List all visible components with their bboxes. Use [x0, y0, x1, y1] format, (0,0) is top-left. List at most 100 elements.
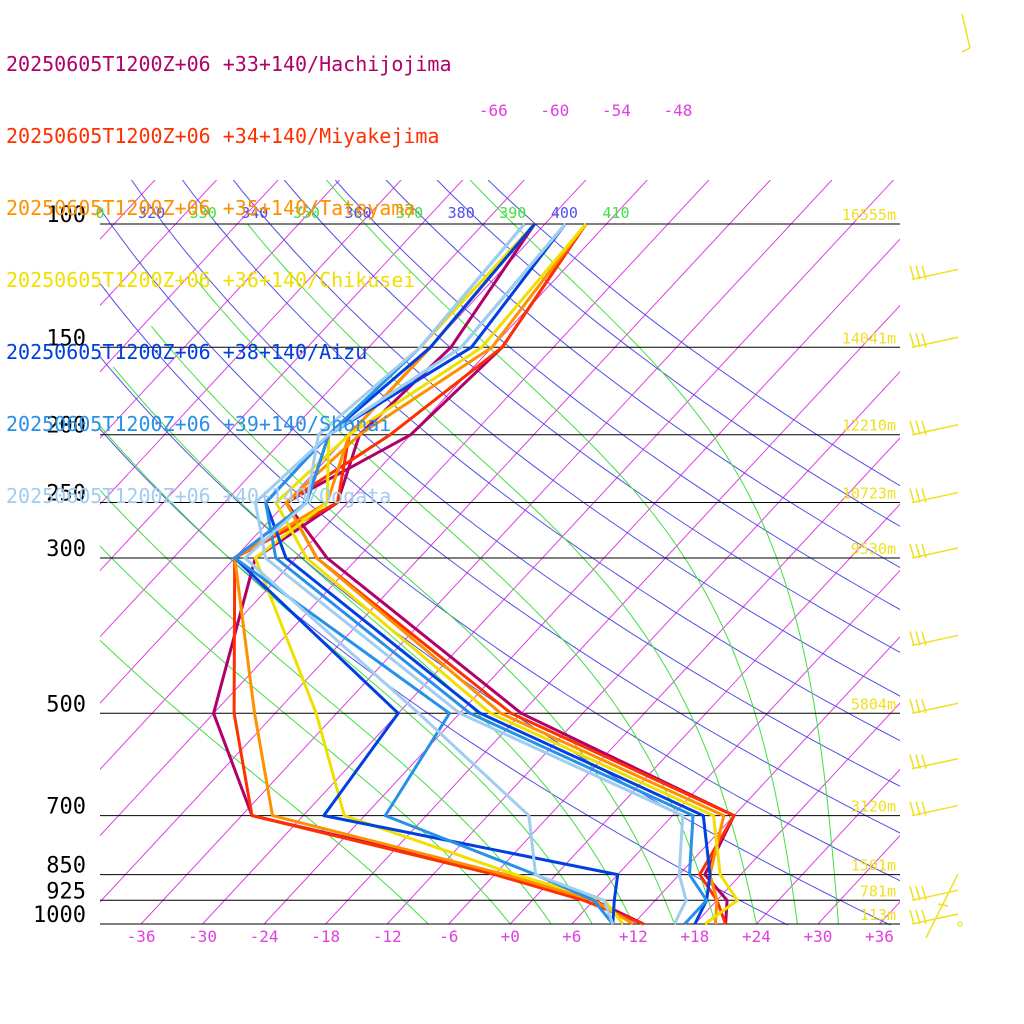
pressure-label: 850	[46, 854, 86, 879]
pressure-label: 1000	[33, 903, 86, 928]
isotherm-line	[100, 180, 402, 506]
isotherm-line	[100, 180, 218, 307]
dry-adiabat-line	[232, 180, 900, 697]
dry-adiabat-line	[334, 180, 900, 611]
dry-adiabat-line	[385, 180, 900, 569]
height-label: 9530m	[851, 540, 896, 558]
legend-item: 20250605T1200Z+06 +38+140/Aizu	[6, 340, 368, 364]
dewpoint-profile	[243, 223, 615, 925]
temperature-tick-label: -6	[439, 927, 458, 946]
isotherm-top-label: -48	[663, 101, 692, 120]
isotherm-top-label: -54	[602, 101, 631, 120]
temperature-tick-label: -24	[250, 927, 279, 946]
isotherm-line	[632, 636, 900, 925]
isotherm-line	[756, 768, 900, 925]
theta-label: 360	[344, 204, 371, 222]
temperature-profile	[264, 223, 712, 925]
theta-label: 350	[293, 204, 320, 222]
temperature-profile	[274, 223, 739, 926]
temperature-tick-label: +6	[562, 927, 581, 946]
wind-barb	[909, 265, 959, 281]
wind-barb	[909, 631, 959, 647]
theta-label: 0	[95, 204, 104, 222]
wind-barb	[925, 873, 963, 939]
dewpoint-profile	[233, 223, 614, 925]
pressure-label: 300	[46, 537, 86, 562]
moist-adiabat-line	[100, 425, 593, 925]
temperature-tick-label: -18	[311, 927, 340, 946]
temperature-tick-label: +18	[680, 927, 709, 946]
theta-label: 400	[551, 204, 578, 222]
pressure-label: 200	[46, 414, 86, 439]
moist-adiabat-line	[100, 545, 511, 925]
isotherm-line	[571, 569, 900, 925]
theta-label: 370	[396, 204, 423, 222]
height-label: 5804m	[851, 695, 896, 713]
isotherm-line	[100, 180, 464, 572]
dry-adiabat-line	[283, 180, 900, 653]
isotherm-line	[325, 304, 900, 925]
isotherm-line	[1003, 156, 1024, 924]
theta-label: 320	[138, 204, 165, 222]
moist-adiabat-line	[325, 180, 798, 925]
height-label: 14041m	[842, 329, 896, 347]
isotherm-line	[202, 180, 895, 925]
wind-barb	[909, 801, 959, 817]
isotherm-line	[694, 702, 900, 925]
moist-adiabat-line	[469, 180, 839, 925]
isotherm-line	[509, 503, 900, 925]
temperature-tick-label: -36	[127, 927, 156, 946]
isotherm-line	[100, 180, 279, 373]
legend-item: 20250605T1200Z+06 +40+140/Oogata	[6, 484, 392, 508]
pressure-label: 250	[46, 482, 86, 507]
wind-barb	[909, 333, 959, 348]
pressure-label: 100	[46, 203, 86, 228]
isotherm-line	[100, 180, 341, 439]
wind-barb	[909, 488, 959, 504]
height-label: 16555m	[842, 206, 896, 224]
dry-adiabat-line	[100, 207, 900, 834]
isotherm-line	[100, 180, 525, 638]
temperature-tick-label: +12	[619, 927, 648, 946]
dry-adiabat-line	[130, 180, 900, 787]
pressure-label: 700	[46, 795, 86, 820]
isotherm-line	[448, 437, 900, 925]
isotherm-line	[100, 180, 772, 903]
isotherm-top-label: -66	[479, 101, 508, 120]
temperature-profile	[253, 223, 688, 925]
dry-adiabat-line	[436, 180, 900, 527]
temperature-profile	[284, 223, 726, 925]
theta-label: 390	[499, 204, 526, 222]
wind-barb	[909, 420, 959, 436]
dewpoint-profile	[233, 223, 635, 926]
temperature-tick-label: -30	[188, 927, 217, 946]
wind-barb	[909, 886, 959, 902]
legend-item: 20250605T1200Z+06 +36+140/Chikusei	[6, 268, 416, 292]
dry-adiabat-line	[181, 180, 900, 742]
legend-item: 20250605T1200Z+06 +33+140/Hachijojima	[6, 52, 452, 76]
theta-label: 340	[241, 204, 268, 222]
legend-item: 20250605T1200Z+06 +35+140/Tateyama	[6, 196, 416, 220]
pressure-label: 150	[46, 326, 86, 351]
isotherm-top-label: -60	[540, 101, 569, 120]
moist-adiabat-line	[151, 325, 675, 925]
height-label: 12210m	[842, 417, 896, 435]
height-label: 3120m	[851, 798, 896, 816]
wind-barb	[909, 699, 959, 715]
legend-item: 20250605T1200Z+06 +34+140/Miyakejima	[6, 124, 440, 148]
wind-barb	[909, 754, 959, 770]
temperature-profile	[284, 223, 736, 925]
legend-item: 20250605T1200Z+06 +39+140/Shonai	[6, 412, 392, 436]
isotherm-line	[100, 180, 587, 704]
isotherm-line	[140, 180, 833, 925]
sounding-profiles	[212, 222, 739, 926]
temperature-tick-label: +30	[803, 927, 832, 946]
height-label: 10723m	[842, 485, 896, 503]
legend: 20250605T1200Z+06 +33+140/Hachijojima 20…	[6, 4, 452, 556]
height-label: 113m	[860, 906, 896, 924]
temperature-tick-label: +0	[501, 927, 520, 946]
wind-barbs	[909, 13, 971, 939]
